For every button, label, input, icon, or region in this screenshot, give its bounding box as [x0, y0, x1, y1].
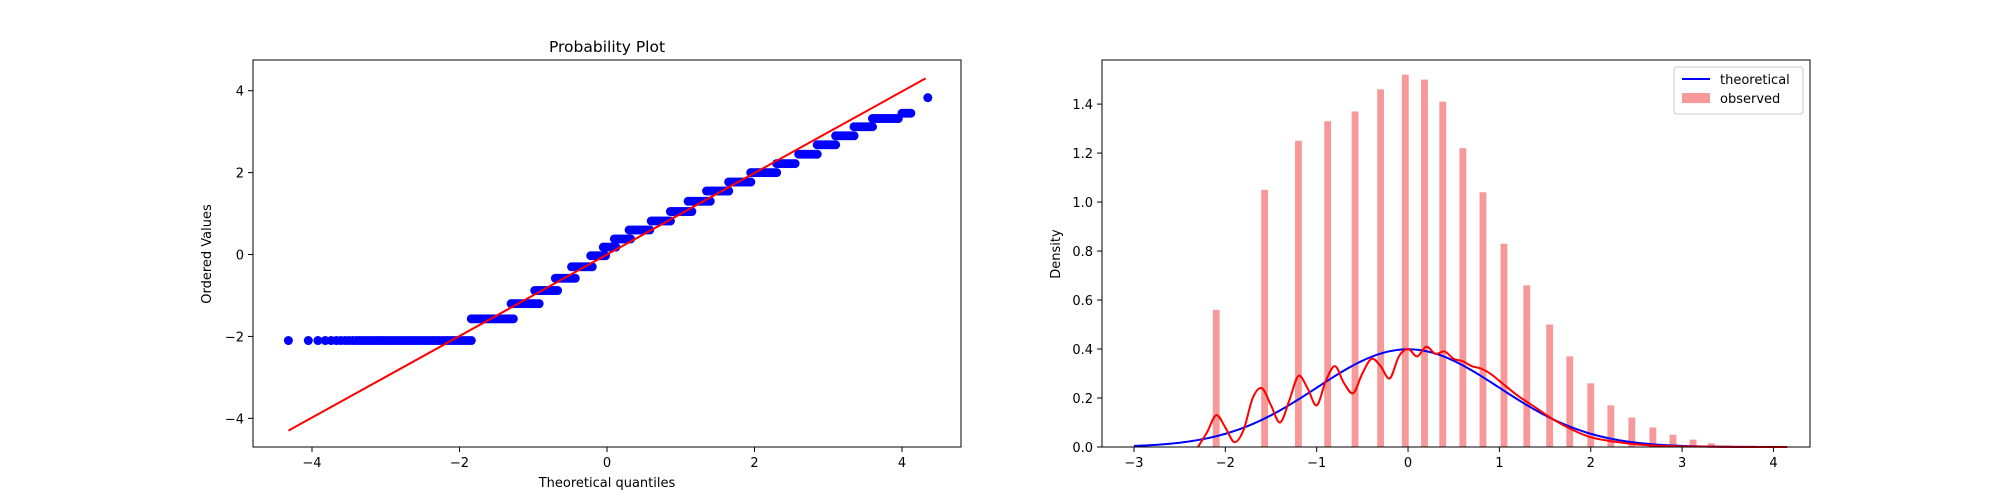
y-tick-label: 0.4	[1072, 343, 1093, 358]
histogram-bar	[1261, 189, 1269, 447]
data-point	[812, 149, 822, 159]
y-tick-label: 4	[236, 85, 244, 100]
density-plot-frame	[1101, 59, 1811, 448]
data-point	[570, 273, 580, 283]
data-point	[534, 299, 544, 309]
kde-curve	[1197, 345, 1788, 449]
x-tick-label: 2	[750, 456, 758, 471]
y-tick-label: −4	[225, 412, 244, 427]
data-point	[313, 336, 323, 346]
density-plot-y-axis-label: Density	[1049, 229, 1064, 279]
probability-plot-x-ticks: −4 −2 0 2 4	[302, 447, 906, 471]
x-tick-label: 1	[1495, 456, 1503, 471]
legend-theoretical-label: theoretical	[1720, 73, 1790, 88]
y-tick-label: 1.4	[1072, 98, 1093, 113]
y-tick-label: 0.8	[1072, 245, 1093, 260]
histogram-bar	[1628, 417, 1636, 447]
data-point	[746, 177, 756, 187]
data-point	[508, 314, 518, 324]
density-plot-legend: theoretical observed	[1673, 66, 1804, 115]
histogram-bar	[1294, 140, 1302, 448]
data-point	[849, 131, 859, 141]
histogram-bar	[1439, 101, 1447, 447]
histogram-bar	[1707, 443, 1715, 447]
density-plot-data	[1133, 74, 1788, 449]
data-point	[923, 93, 933, 103]
probability-plot-y-axis-label: Ordered Values	[200, 204, 215, 304]
x-tick-label: 4	[1769, 456, 1777, 471]
fit-line	[287, 77, 927, 432]
y-tick-label: 2	[236, 167, 244, 182]
probability-plot-x-axis-label: Theoretical quantiles	[538, 476, 676, 491]
density-plot-panel: −3 −2 −1 0 1 2 3 4 0.0 0.2 0.4 0.6 0.8 1.0 1.2 1.4 Den…	[1049, 59, 1811, 471]
probability-plot-data	[283, 77, 933, 432]
x-tick-label: −2	[1216, 456, 1235, 471]
probability-plot-panel: Probability Plot −4 −2 0 2 4 −4 −2 0 2 4 Theoret…	[200, 38, 962, 491]
data-point	[466, 336, 476, 346]
y-tick-label: 0	[236, 249, 244, 264]
y-tick-label: 1.0	[1072, 196, 1093, 211]
density-plot-y-ticks: 0.0 0.2 0.4 0.6 0.8 1.0 1.2 1.4	[1072, 98, 1102, 456]
histogram-bar	[1546, 324, 1554, 447]
data-point	[303, 336, 313, 346]
histogram-bar	[1649, 427, 1657, 447]
density-plot-x-ticks: −3 −2 −1 0 1 2 3 4	[1124, 447, 1778, 471]
legend-observed-patch	[1682, 93, 1710, 103]
histogram-bar	[1421, 79, 1428, 447]
x-tick-label: 3	[1678, 456, 1686, 471]
data-point	[906, 108, 916, 118]
data-point	[831, 140, 841, 150]
x-tick-label: 0	[1404, 456, 1412, 471]
histogram-bar	[1324, 121, 1332, 447]
histogram-bar	[1500, 243, 1508, 447]
x-tick-label: −3	[1124, 456, 1143, 471]
histogram-bar	[1377, 89, 1385, 448]
histogram-bar	[1566, 356, 1574, 447]
data-point	[772, 168, 782, 178]
data-point	[283, 336, 293, 346]
data-point	[553, 286, 563, 296]
histogram-bar	[1479, 192, 1487, 447]
y-tick-label: 1.2	[1072, 147, 1093, 162]
histogram-bar	[1689, 439, 1697, 447]
probability-plot-title: Probability Plot	[549, 38, 665, 56]
y-tick-label: −2	[225, 330, 244, 345]
histogram-bar	[1351, 111, 1359, 447]
y-tick-label: 0.6	[1072, 294, 1093, 309]
x-tick-label: 2	[1587, 456, 1595, 471]
histogram-bar	[1523, 285, 1531, 447]
x-tick-label: −1	[1307, 456, 1326, 471]
probability-plot-y-ticks: −4 −2 0 2 4	[225, 85, 253, 427]
x-tick-label: 4	[898, 456, 906, 471]
x-tick-label: −4	[302, 456, 321, 471]
histogram-bar	[1212, 309, 1220, 447]
data-point	[790, 159, 800, 169]
legend-observed-label: observed	[1720, 92, 1780, 107]
x-tick-label: 0	[603, 456, 611, 471]
histogram-bar	[1607, 405, 1615, 447]
histogram-bar	[1669, 434, 1677, 447]
y-tick-label: 0.0	[1072, 441, 1093, 456]
y-tick-label: 0.2	[1072, 392, 1093, 407]
data-point	[868, 122, 877, 132]
histogram-bar	[1587, 383, 1595, 447]
histogram-bar	[1459, 148, 1467, 447]
histogram-bar	[1401, 74, 1409, 448]
x-tick-label: −2	[450, 456, 469, 471]
